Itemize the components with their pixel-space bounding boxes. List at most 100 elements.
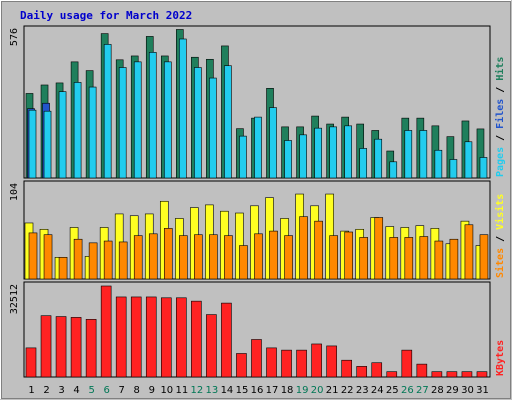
bar-kbytes	[100, 285, 112, 378]
bar-kbytes	[40, 315, 52, 378]
bar-pages	[359, 148, 368, 179]
bar-sites	[88, 242, 98, 280]
bar-pages	[389, 161, 398, 179]
legend-hits: Hits	[494, 57, 506, 81]
day-label: 28	[431, 385, 444, 396]
bar-sites	[209, 234, 218, 280]
bar-pages	[404, 130, 413, 179]
bar-pages	[299, 134, 307, 179]
y-max-label: 32512	[9, 284, 20, 314]
bar-sites	[329, 235, 338, 280]
bar-pages	[28, 109, 37, 179]
day-label: 29	[446, 385, 459, 396]
panel-2: 104 Sites / Visits	[9, 180, 506, 280]
bar-sites	[449, 238, 459, 280]
day-label: 10	[160, 385, 173, 396]
bar-pages	[224, 65, 232, 179]
day-label: 24	[371, 385, 384, 396]
legend: Pages / Files / Hits	[494, 57, 506, 177]
bar-pages	[284, 140, 292, 179]
bar-pages	[329, 126, 337, 179]
bar-sites	[464, 224, 474, 280]
bar-sites	[434, 240, 444, 280]
bar-sites	[359, 237, 369, 280]
panel-1: 576 Pages / Files / Hits	[9, 25, 506, 179]
bar-sites	[314, 220, 323, 280]
bar-kbytes	[386, 371, 398, 378]
bar-pages	[419, 130, 428, 179]
day-label: 16	[251, 385, 264, 396]
day-label: 31	[476, 385, 489, 396]
legend: Sites / Visits	[494, 194, 506, 278]
day-label: 20	[311, 385, 324, 396]
bar-kbytes	[55, 316, 67, 378]
day-label: 30	[461, 385, 474, 396]
bar-kbytes	[371, 362, 383, 378]
bar-pages	[58, 91, 67, 179]
day-label: 17	[266, 385, 279, 396]
bar-sites	[284, 235, 293, 280]
legend-separator: /	[495, 81, 506, 99]
bar-kbytes	[115, 296, 127, 378]
day-label: 25	[386, 385, 399, 396]
bar-pages	[344, 125, 352, 179]
bar-pages	[179, 38, 187, 179]
bar-pages	[163, 61, 172, 179]
bar-sites	[389, 237, 399, 280]
bar-kbytes	[476, 371, 488, 378]
day-label: 14	[221, 385, 234, 396]
day-label: 11	[175, 385, 188, 396]
day-label: 2	[43, 385, 49, 396]
day-label: 1	[28, 385, 34, 396]
legend-separator: /	[495, 230, 506, 248]
bar-kbytes	[191, 300, 202, 378]
bar-sites	[269, 230, 278, 280]
bar-sites	[58, 257, 68, 280]
bar-kbytes	[296, 349, 307, 378]
bar-pages	[314, 127, 322, 179]
day-label: 26	[401, 385, 414, 396]
bar-kbytes	[85, 319, 97, 378]
bar-sites	[479, 234, 489, 280]
bar-pages	[133, 61, 142, 179]
bar-sites	[194, 234, 203, 280]
bar-sites	[254, 233, 263, 280]
bar-pages	[449, 159, 458, 179]
legend-visits: Visits	[494, 194, 506, 230]
day-label: 5	[88, 385, 94, 396]
legend-pages: Pages	[495, 147, 506, 177]
bar-kbytes	[251, 339, 262, 378]
bar-kbytes	[145, 296, 157, 378]
bar-kbytes	[311, 343, 322, 378]
day-label: 3	[58, 385, 64, 396]
bar-kbytes	[236, 353, 247, 378]
bar-sites	[28, 232, 38, 280]
day-label: 7	[119, 385, 125, 396]
bar-sites	[103, 240, 113, 280]
day-label: 12	[191, 385, 204, 396]
legend-separator: /	[495, 129, 506, 147]
bar-sites	[163, 228, 173, 280]
bar-sites	[73, 238, 83, 280]
bar-pages	[479, 157, 488, 179]
bar-sites	[404, 237, 414, 280]
y-max-label: 576	[9, 28, 20, 46]
panel-3: 32512 KBytes	[9, 281, 506, 378]
y-max-label: 104	[9, 183, 20, 201]
bar-kbytes	[431, 371, 443, 378]
chart-panels: 576 Pages / Files / Hits 104 Sites / Visits…	[9, 25, 506, 378]
day-label: 15	[236, 385, 249, 396]
bar-kbytes	[281, 349, 292, 378]
bar-kbytes	[326, 345, 337, 378]
bar-sites	[239, 245, 248, 280]
bar-pages	[148, 52, 157, 179]
legend-kbytes: KBytes	[495, 340, 506, 376]
bar-sites	[374, 217, 384, 280]
day-label: 22	[341, 385, 354, 396]
day-label: 21	[326, 385, 339, 396]
bar-pages	[118, 67, 127, 179]
bar-sites	[224, 235, 233, 280]
bar-kbytes	[206, 314, 217, 378]
bar-sites	[118, 241, 128, 280]
